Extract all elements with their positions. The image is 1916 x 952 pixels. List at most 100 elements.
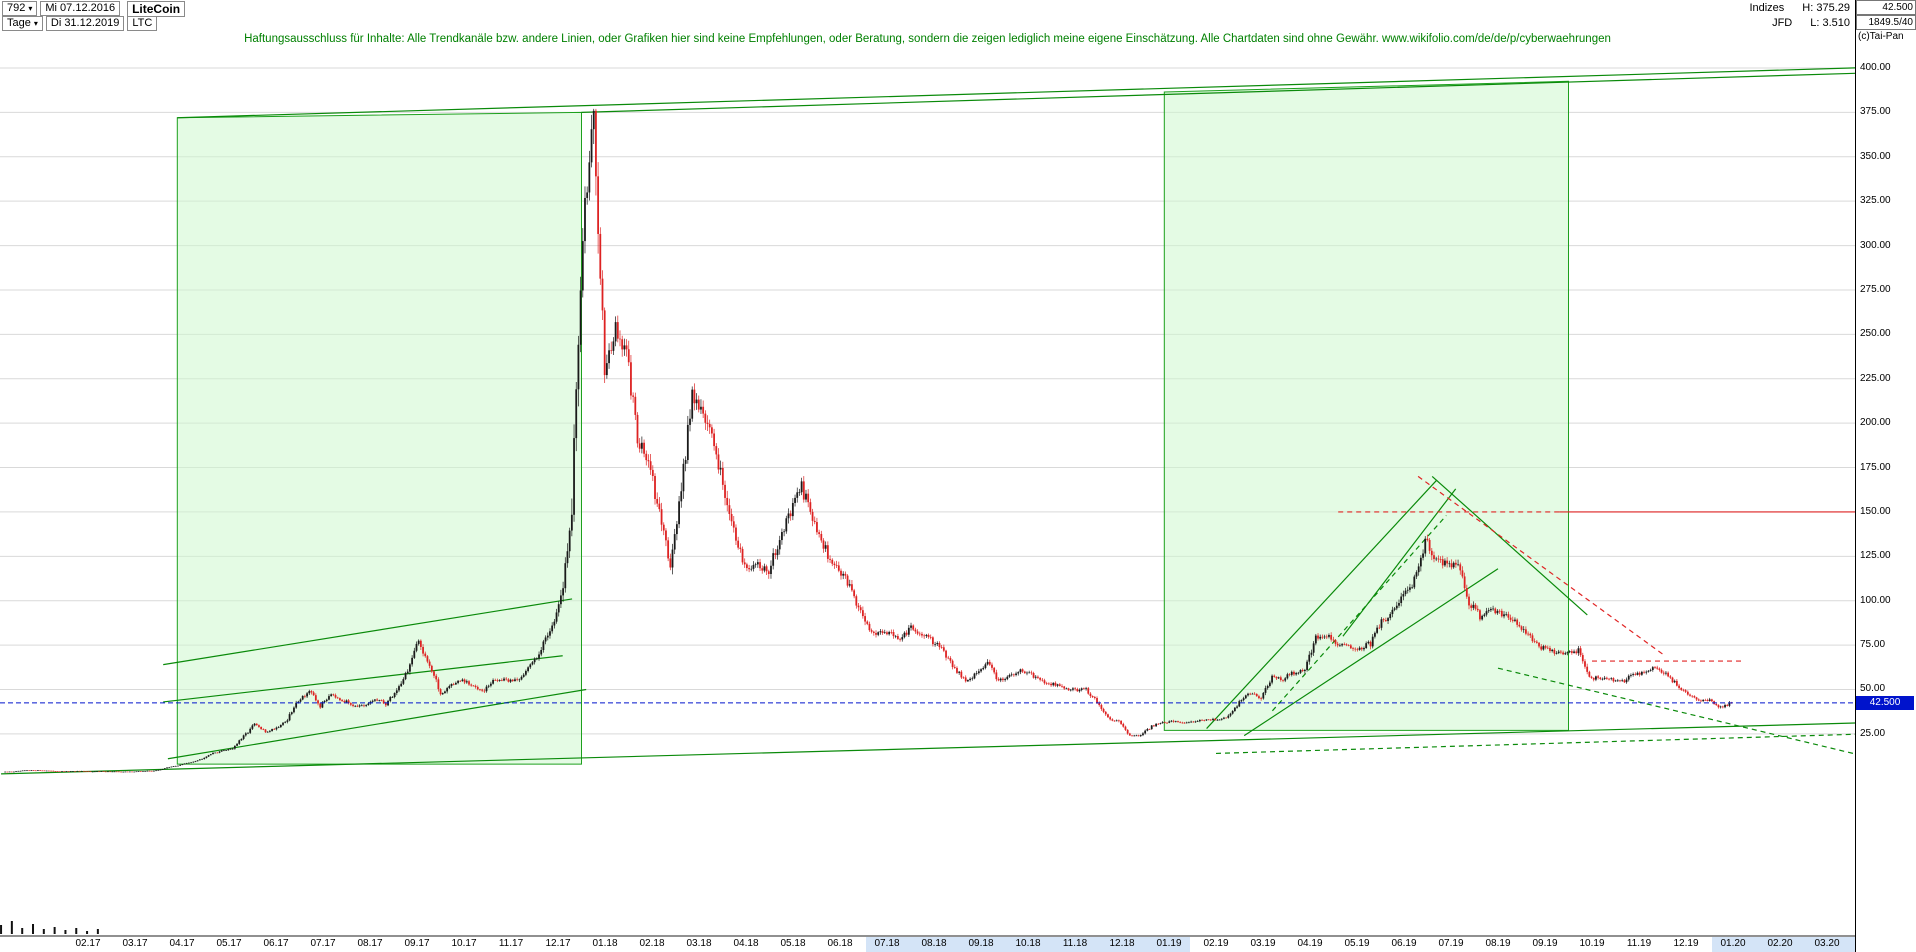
lower-trend-full xyxy=(1,722,1855,775)
y-axis-label: 350.00 xyxy=(1860,150,1891,162)
x-axis-label: 01.18 xyxy=(592,938,618,949)
x-axis-label: 05.17 xyxy=(216,938,242,949)
x-axis-label: 07.17 xyxy=(310,938,336,949)
x-axis-label: 01.19 xyxy=(1156,938,1182,949)
symbol-field[interactable]: LTC xyxy=(127,16,158,31)
x-axis-label: 03.19 xyxy=(1250,938,1276,949)
instrument-title: LiteCoin xyxy=(127,1,186,17)
x-axis-label: 08.19 xyxy=(1485,938,1511,949)
chevron-down-icon: ▾ xyxy=(28,4,33,13)
x-axis-label: 08.17 xyxy=(357,938,383,949)
trend-box-2019 xyxy=(1163,80,1569,731)
period-low-label: L: 3.510 xyxy=(1810,17,1850,29)
axis-separator-line xyxy=(1855,0,1856,952)
rise-2019-a xyxy=(1206,479,1438,729)
x-axis-label: 08.18 xyxy=(921,938,947,949)
x-axis-label: 10.18 xyxy=(1015,938,1041,949)
price-axis[interactable]: 42.500 1849.5/40 (c)Tai-Pan 42.500 400.0… xyxy=(1856,0,1916,952)
y-axis-label: 325.00 xyxy=(1860,195,1891,207)
x-axis-label: 03.18 xyxy=(686,938,712,949)
bottom-green-dashed xyxy=(1215,733,1855,755)
period-high-label: H: 375.29 xyxy=(1802,2,1850,14)
y-axis-label: 375.00 xyxy=(1860,106,1891,118)
rise-2019-c xyxy=(1342,488,1457,637)
y-axis-label: 200.00 xyxy=(1860,417,1891,429)
y-axis-label: 150.00 xyxy=(1860,505,1891,517)
y-axis-label: 125.00 xyxy=(1860,550,1891,562)
x-axis-label: 09.19 xyxy=(1532,938,1558,949)
x-axis-label: 06.18 xyxy=(827,938,853,949)
upper-trend-full xyxy=(177,67,1855,119)
x-axis-label: 06.17 xyxy=(263,938,289,949)
y-axis-label: 300.00 xyxy=(1860,239,1891,251)
bars-count-dropdown[interactable]: 792 ▾ xyxy=(2,1,38,16)
support-2017 xyxy=(167,688,587,760)
candles xyxy=(4,108,1733,773)
x-axis-label: 06.19 xyxy=(1391,938,1417,949)
end-date-field[interactable]: Di 31.12.2019 xyxy=(45,16,125,31)
x-axis-label: 10.17 xyxy=(451,938,477,949)
x-axis-label: 03.20 xyxy=(1814,938,1840,949)
x-axis-label: 09.18 xyxy=(968,938,994,949)
x-axis-label: 12.17 xyxy=(545,938,571,949)
category-label: Indizes xyxy=(1749,2,1785,14)
trend-lines xyxy=(1,67,1855,775)
y-axis-label: 25.00 xyxy=(1860,727,1886,739)
x-axis-label: 04.17 xyxy=(169,938,195,949)
header-right-row-2: JFD L: 3.510 xyxy=(1772,17,1850,29)
channel-2017-lower xyxy=(163,655,563,703)
x-axis-label: 01.20 xyxy=(1720,938,1746,949)
x-axis-label: 03.17 xyxy=(122,938,148,949)
header-row-2: Tage ▾ Di 31.12.2019 LTC xyxy=(2,16,158,31)
x-axis-label: 07.18 xyxy=(874,938,900,949)
trend-box-2017 xyxy=(176,111,582,765)
y-axis-label: 50.00 xyxy=(1860,683,1886,695)
y-axis-label: 175.00 xyxy=(1860,461,1891,473)
x-axis-label: 02.20 xyxy=(1767,938,1793,949)
copyright-label: (c)Tai-Pan xyxy=(1858,31,1904,42)
price-chart[interactable] xyxy=(0,0,1855,952)
scale-top-price: 42.500 xyxy=(1856,0,1916,15)
x-axis-label: 12.18 xyxy=(1109,938,1135,949)
rise-2019-b xyxy=(1243,568,1499,737)
scale-info-value: 1849.5/40 xyxy=(1856,15,1916,30)
last-price-badge: 42.500 xyxy=(1856,695,1914,710)
x-axis-label: 02.18 xyxy=(639,938,665,949)
bars-count-value: 792 xyxy=(7,2,26,14)
y-axis-label: 250.00 xyxy=(1860,328,1891,340)
x-axis-label: 11.18 xyxy=(1062,938,1088,949)
disclaimer-text: Haftungsausschluss für Inhalte: Alle Tre… xyxy=(244,33,1611,45)
upper-trend-2 xyxy=(581,72,1855,113)
x-axis-label: 10.19 xyxy=(1579,938,1605,949)
fall-late-2019-green-dashed xyxy=(1497,667,1855,755)
y-axis-label: 75.00 xyxy=(1860,639,1886,651)
y-axis-label: 275.00 xyxy=(1860,283,1891,295)
x-label-highlight xyxy=(1711,937,1874,952)
x-axis-label: 04.19 xyxy=(1297,938,1323,949)
fall-2019-wedge xyxy=(1431,475,1588,616)
volume-bars xyxy=(0,921,99,934)
x-axis-label: 11.17 xyxy=(498,938,524,949)
timeframe-value: Tage xyxy=(7,17,31,29)
trend-channel-boxes xyxy=(176,80,1569,765)
x-axis-label: 02.17 xyxy=(75,938,101,949)
x-label-highlight xyxy=(865,937,1191,952)
x-axis-label: 02.19 xyxy=(1203,938,1229,949)
x-axis-label: 05.19 xyxy=(1344,938,1370,949)
time-axis[interactable]: 02.17 03.17 04.17 05.17 06.17 07.17 08.17 09.17… xyxy=(0,937,1874,952)
rise-2019-dashed xyxy=(1271,515,1447,712)
channel-2017-upper xyxy=(163,598,573,666)
x-axis-label: 09.17 xyxy=(404,938,430,949)
x-axis-label: 04.18 xyxy=(733,938,759,949)
source-label: JFD xyxy=(1772,17,1793,29)
chevron-down-icon: ▾ xyxy=(33,19,38,28)
y-axis-label: 400.00 xyxy=(1860,62,1891,73)
x-axis-label: 12.19 xyxy=(1673,938,1699,949)
header-row-1: 792 ▾ Mi 07.12.2016 LiteCoin xyxy=(2,1,186,17)
x-axis-label: 11.19 xyxy=(1626,938,1652,949)
x-axis-label: 07.19 xyxy=(1438,938,1464,949)
timeframe-dropdown[interactable]: Tage ▾ xyxy=(2,16,43,31)
header-right-row-1: Indizes H: 375.29 xyxy=(1749,2,1850,14)
y-axis-label: 100.00 xyxy=(1860,594,1891,606)
start-date-field[interactable]: Mi 07.12.2016 xyxy=(40,1,121,16)
